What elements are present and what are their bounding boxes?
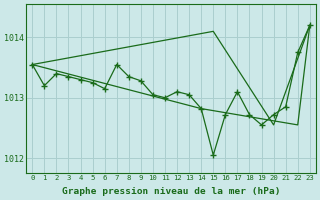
X-axis label: Graphe pression niveau de la mer (hPa): Graphe pression niveau de la mer (hPa) xyxy=(62,187,280,196)
